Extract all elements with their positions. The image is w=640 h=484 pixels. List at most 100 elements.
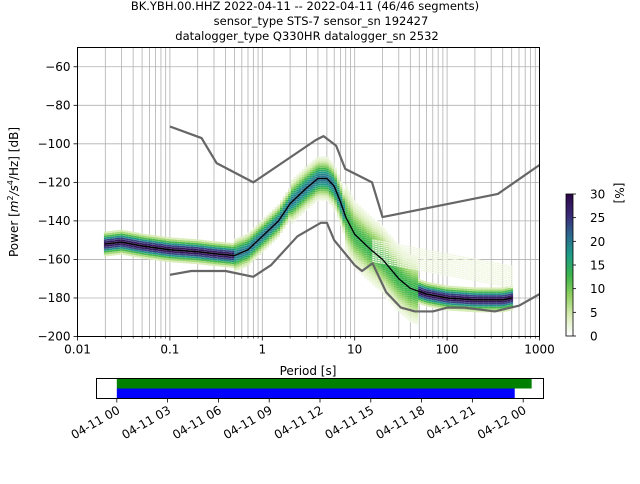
psd-heatmap-cell [442,268,446,270]
psd-heatmap-cell [393,242,397,245]
psd-heatmap-cell [431,284,435,287]
psd-heatmap-cell [304,207,308,209]
psd-heatmap-cell [445,274,448,276]
psd-heatmap-cell [410,248,413,250]
psd-heatmap-cell [131,233,134,236]
psd-heatmap-cell [426,283,430,286]
psd-heatmap-cell [464,274,467,276]
psd-heatmap-cell [326,170,329,173]
psd-heatmap-cell [217,241,221,244]
psd-heatmap-cell [377,242,381,244]
psd-heatmap-cell [412,258,416,261]
psd-heatmap-cell [163,255,167,258]
psd-heatmap-cell [263,236,267,239]
psd-heatmap-cell [488,282,492,284]
psd-heatmap-cell [255,232,259,235]
psd-heatmap-cell [228,248,232,251]
psd-heatmap-cell [274,224,278,227]
psd-heatmap-cell [317,169,321,172]
psd-heatmap-cell [469,267,473,269]
psd-heatmap-cell [469,310,473,313]
psd-heatmap-cell [502,269,505,272]
psd-heatmap-cell [298,173,302,176]
psd-heatmap-cell [415,268,419,271]
timeline-tick-label: 04-11 18 [373,403,427,442]
psd-heatmap-cell [185,240,188,243]
psd-heatmap-cell [320,169,324,172]
psd-heatmap-cell [366,228,370,231]
psd-heatmap-cell [217,259,221,261]
psd-heatmap-cell [103,248,107,251]
psd-heatmap-cell [323,158,327,161]
psd-heatmap-cell [149,238,153,241]
psd-heatmap-cell [469,269,473,271]
psd-heatmap-cell [144,247,148,250]
psd-heatmap-cell [280,209,283,212]
psd-heatmap-cell [388,270,392,273]
psd-heatmap-cell [410,301,413,304]
psd-heatmap-cell [418,263,421,265]
psd-heatmap-cell [304,189,308,192]
psd-heatmap-cell [475,266,478,268]
psd-heatmap-cell [369,219,373,222]
psd-heatmap-cell [415,274,419,277]
psd-heatmap-cell [103,239,107,242]
psd-heatmap-cell [464,276,467,278]
psd-heatmap-cell [271,213,275,216]
psd-heatmap-cell [399,277,403,280]
psd-heatmap-cell [410,280,413,282]
psd-heatmap-cell [198,249,202,251]
psd-heatmap-cell [231,262,235,265]
psd-heatmap-cell [206,255,210,258]
psd-heatmap-cell [301,196,305,198]
psd-heatmap-cell [374,234,378,236]
psd-heatmap-cell [366,238,370,241]
psd-heatmap-cell [350,229,354,232]
psd-heatmap-cell [336,182,340,184]
psd-heatmap-cell [407,257,410,259]
psd-heatmap-cell [375,242,378,244]
psd-heatmap-cell [440,267,443,269]
psd-heatmap-cell [317,187,321,190]
psd-heatmap-cell [336,197,340,200]
colorbar-swatch [566,288,573,292]
psd-heatmap-cell [117,231,121,234]
psd-heatmap-cell [382,264,386,267]
psd-heatmap-cell [494,279,497,282]
psd-heatmap-cell [453,260,456,262]
psd-heatmap-cell [372,225,375,228]
psd-heatmap-cell [355,208,359,211]
psd-heatmap-cell [128,231,132,233]
psd-heatmap-cell [480,263,484,266]
psd-heatmap-cell [480,279,484,281]
psd-heatmap-cell [439,292,443,294]
psd-heatmap-cell [445,300,449,303]
psd-heatmap-cell [502,264,505,266]
psd-heatmap-cell [282,217,286,220]
high-noise-model-line [169,125,541,219]
psd-heatmap-cell [385,236,389,239]
psd-heatmap-cell [355,226,359,229]
psd-heatmap-cell [374,230,378,232]
y-tick-label: −180 [38,291,71,305]
psd-heatmap-cell [505,283,508,286]
psd-heatmap-cell [363,222,367,225]
psd-heatmap-cell [304,183,308,186]
psd-heatmap-cell [475,268,478,270]
psd-heatmap-cell [488,300,492,303]
psd-heatmap-cell [293,203,297,206]
psd-heatmap-cell [304,205,308,207]
psd-heatmap-cell [239,261,243,264]
psd-heatmap-cell [296,201,300,204]
psd-heatmap-cell [120,237,123,240]
psd-heatmap-cell [421,262,424,264]
psd-heatmap-cell [401,275,405,278]
psd-heatmap-cell [345,207,348,210]
psd-heatmap-cell [369,269,373,272]
psd-heatmap-cell [109,236,113,239]
psd-heatmap-cell [393,279,397,282]
psd-heatmap-cell [339,223,343,226]
psd-heatmap-cell [402,262,405,264]
psd-heatmap-cell [377,252,381,254]
psd-heatmap-cell [342,200,346,203]
